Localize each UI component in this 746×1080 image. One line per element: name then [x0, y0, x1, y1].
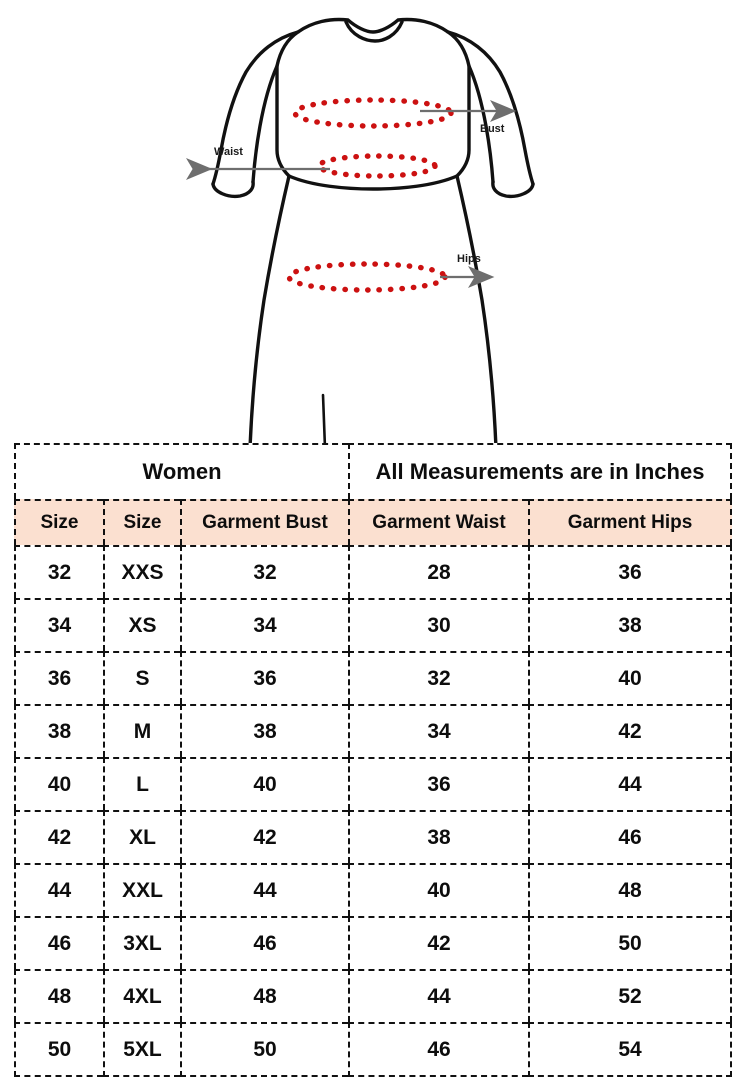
cell-garment-bust: 42 [180, 810, 348, 863]
table-row: 38 M 38 34 42 [14, 704, 732, 757]
dress-outline [211, 17, 535, 445]
hips-measure-ellipse [286, 261, 448, 293]
column-header-size-alpha: Size [103, 499, 180, 545]
cell-garment-bust: 46 [180, 916, 348, 969]
cell-garment-hips: 52 [528, 969, 732, 1022]
cell-garment-hips: 40 [528, 651, 732, 704]
cell-size-numeric: 34 [14, 598, 103, 651]
header-row: Size Size Garment Bust Garment Waist Gar… [14, 499, 732, 545]
cell-garment-waist: 42 [348, 916, 528, 969]
bust-label: Bust [480, 123, 505, 135]
column-header-garment-bust: Garment Bust [180, 499, 348, 545]
cell-garment-hips: 38 [528, 598, 732, 651]
size-chart-table-wrapper: Women All Measurements are in Inches Siz… [0, 443, 746, 1077]
cell-size-numeric: 38 [14, 704, 103, 757]
cell-size-alpha: 4XL [103, 969, 180, 1022]
cell-garment-hips: 46 [528, 810, 732, 863]
cell-garment-hips: 50 [528, 916, 732, 969]
cell-garment-bust: 50 [180, 1022, 348, 1077]
cell-garment-bust: 38 [180, 704, 348, 757]
table-row: 44 XXL 44 40 48 [14, 863, 732, 916]
cell-garment-waist: 44 [348, 969, 528, 1022]
cell-size-numeric: 44 [14, 863, 103, 916]
column-header-garment-hips: Garment Hips [528, 499, 732, 545]
cell-garment-bust: 44 [180, 863, 348, 916]
column-header-size-numeric: Size [14, 499, 103, 545]
cell-garment-waist: 40 [348, 863, 528, 916]
table-row: 48 4XL 48 44 52 [14, 969, 732, 1022]
cell-garment-hips: 54 [528, 1022, 732, 1077]
cell-garment-bust: 40 [180, 757, 348, 810]
cell-size-alpha: 3XL [103, 916, 180, 969]
table-row: 34 XS 34 30 38 [14, 598, 732, 651]
cell-size-numeric: 40 [14, 757, 103, 810]
table-row: 32 XXS 32 28 36 [14, 545, 732, 598]
cell-garment-waist: 34 [348, 704, 528, 757]
cell-size-alpha: XS [103, 598, 180, 651]
table-row: 42 XL 42 38 46 [14, 810, 732, 863]
cell-size-alpha: XL [103, 810, 180, 863]
table-row: 50 5XL 50 46 54 [14, 1022, 732, 1077]
cell-size-numeric: 46 [14, 916, 103, 969]
cell-size-alpha: 5XL [103, 1022, 180, 1077]
cell-size-alpha: XXS [103, 545, 180, 598]
cell-size-alpha: S [103, 651, 180, 704]
cell-garment-bust: 36 [180, 651, 348, 704]
cell-size-numeric: 42 [14, 810, 103, 863]
cell-garment-hips: 44 [528, 757, 732, 810]
cell-size-numeric: 32 [14, 545, 103, 598]
cell-size-alpha: L [103, 757, 180, 810]
size-chart-body: Women All Measurements are in Inches Siz… [14, 443, 732, 1077]
waist-measure-ellipse [316, 153, 438, 179]
cell-garment-waist: 32 [348, 651, 528, 704]
table-row: 36 S 36 32 40 [14, 651, 732, 704]
bust-measure-ellipse [292, 97, 454, 129]
women-title-cell: Women [14, 443, 348, 499]
cell-garment-waist: 46 [348, 1022, 528, 1077]
cell-garment-hips: 42 [528, 704, 732, 757]
hips-label: Hips [457, 253, 481, 265]
cell-size-alpha: M [103, 704, 180, 757]
cell-size-alpha: XXL [103, 863, 180, 916]
cell-garment-bust: 32 [180, 545, 348, 598]
cell-garment-bust: 34 [180, 598, 348, 651]
size-chart-table: Women All Measurements are in Inches Siz… [14, 443, 732, 1077]
table-row: 46 3XL 46 42 50 [14, 916, 732, 969]
cell-size-numeric: 50 [14, 1022, 103, 1077]
cell-garment-waist: 38 [348, 810, 528, 863]
dress-illustration: Bust Waist Hips [0, 0, 746, 445]
title-row: Women All Measurements are in Inches [14, 443, 732, 499]
cell-garment-hips: 48 [528, 863, 732, 916]
table-row: 40 L 40 36 44 [14, 757, 732, 810]
column-header-garment-waist: Garment Waist [348, 499, 528, 545]
waist-label: Waist [214, 146, 243, 158]
cell-garment-bust: 48 [180, 969, 348, 1022]
cell-garment-waist: 36 [348, 757, 528, 810]
cell-garment-waist: 28 [348, 545, 528, 598]
cell-garment-waist: 30 [348, 598, 528, 651]
cell-size-numeric: 48 [14, 969, 103, 1022]
units-note-cell: All Measurements are in Inches [348, 443, 732, 499]
cell-size-numeric: 36 [14, 651, 103, 704]
cell-garment-hips: 36 [528, 545, 732, 598]
